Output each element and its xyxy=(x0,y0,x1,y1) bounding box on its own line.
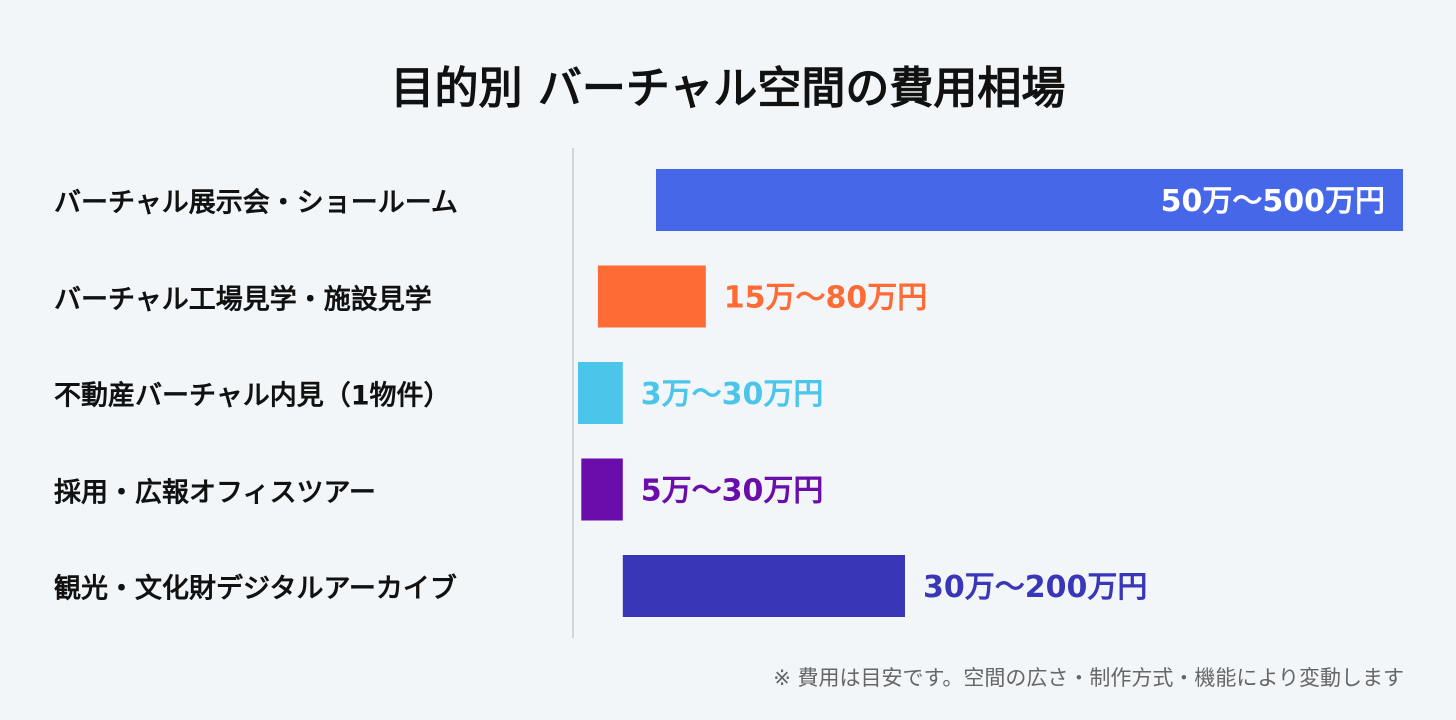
footnote: ※ 費用は目安です。空間の広さ・制作方式・機能により変動します xyxy=(773,666,1404,690)
category-label: 採用・広報オフィスツアー xyxy=(54,477,376,508)
range-bar xyxy=(577,362,623,424)
range-bar xyxy=(581,458,623,521)
data-label: 30万〜200万円 xyxy=(923,570,1147,605)
range-bar xyxy=(597,265,706,328)
y-axis-line xyxy=(572,148,574,638)
data-label: 50万〜500万円 xyxy=(1161,184,1385,219)
data-label: 15万〜80万円 xyxy=(724,281,928,316)
range-bar xyxy=(622,555,905,617)
category-label: 不動産バーチャル内見（1物件） xyxy=(54,380,451,412)
data-label: 5万〜30万円 xyxy=(641,474,824,509)
category-label: バーチャル展示会・ショールーム xyxy=(54,187,458,219)
category-label: バーチャル工場見学・施設見学 xyxy=(54,284,432,315)
data-label: 3万〜30万円 xyxy=(641,377,824,412)
chart-title: 目的別 バーチャル空間の費用相場 xyxy=(390,63,1066,114)
category-label: 観光・文化財デジタルアーカイブ xyxy=(54,573,457,605)
range-bar xyxy=(656,169,1403,231)
